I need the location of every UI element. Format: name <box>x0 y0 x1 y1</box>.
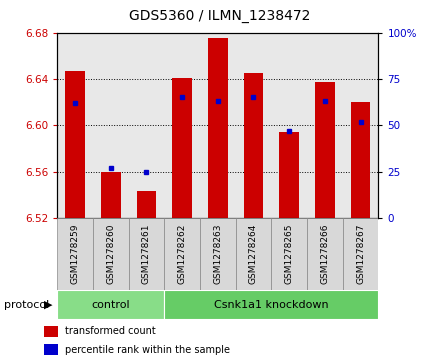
Bar <box>279 132 299 218</box>
Bar <box>164 218 200 290</box>
Text: GSM1278264: GSM1278264 <box>249 224 258 284</box>
Text: GSM1278265: GSM1278265 <box>285 224 293 284</box>
Bar <box>172 78 192 218</box>
Bar <box>65 71 85 218</box>
Text: GSM1278262: GSM1278262 <box>178 224 187 284</box>
Text: GSM1278263: GSM1278263 <box>213 224 222 284</box>
Text: GSM1278260: GSM1278260 <box>106 224 115 284</box>
Bar <box>57 218 93 290</box>
Text: GSM1278261: GSM1278261 <box>142 224 151 284</box>
Bar <box>208 38 227 218</box>
Text: control: control <box>92 300 130 310</box>
Bar <box>164 290 378 319</box>
Text: transformed count: transformed count <box>65 326 156 337</box>
Bar <box>44 326 58 337</box>
Text: GSM1278266: GSM1278266 <box>320 224 330 284</box>
Bar <box>136 191 156 218</box>
Bar <box>93 218 128 290</box>
Text: GSM1278267: GSM1278267 <box>356 224 365 284</box>
Bar <box>200 218 236 290</box>
Bar <box>315 82 335 218</box>
Bar <box>101 172 121 218</box>
Bar <box>44 344 58 355</box>
Bar <box>271 218 307 290</box>
Text: GDS5360 / ILMN_1238472: GDS5360 / ILMN_1238472 <box>129 9 311 23</box>
Text: protocol: protocol <box>4 300 50 310</box>
Bar <box>343 218 378 290</box>
Bar <box>307 218 343 290</box>
Bar <box>351 102 370 218</box>
Text: percentile rank within the sample: percentile rank within the sample <box>65 344 230 355</box>
Bar <box>57 290 164 319</box>
Bar <box>236 218 271 290</box>
Text: ▶: ▶ <box>44 300 52 310</box>
Bar <box>244 73 263 218</box>
Text: Csnk1a1 knockdown: Csnk1a1 knockdown <box>214 300 329 310</box>
Bar <box>128 218 164 290</box>
Text: GSM1278259: GSM1278259 <box>70 224 80 284</box>
